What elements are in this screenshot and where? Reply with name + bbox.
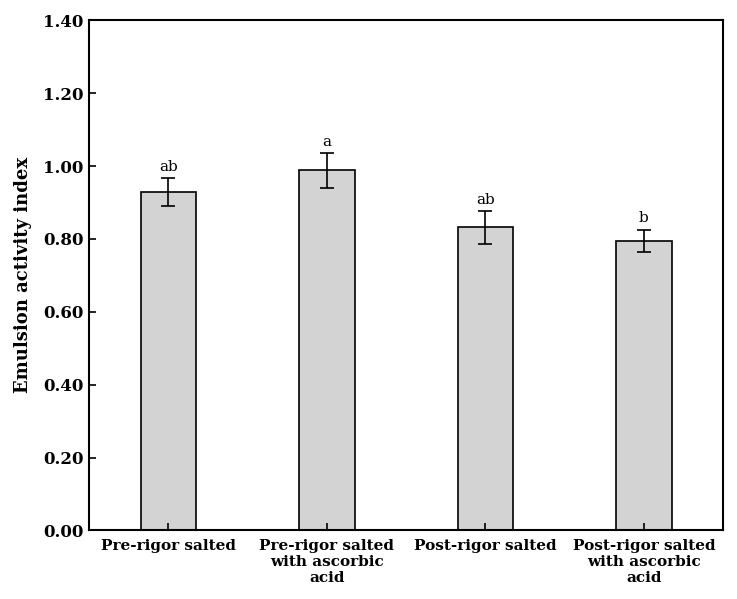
Text: ab: ab <box>159 160 178 174</box>
Bar <box>141 192 196 530</box>
Text: ab: ab <box>476 192 495 207</box>
Text: b: b <box>639 211 649 225</box>
Y-axis label: Emulsion activity index: Emulsion activity index <box>14 158 32 394</box>
Bar <box>616 241 671 530</box>
Bar <box>458 227 513 530</box>
Text: a: a <box>322 135 332 149</box>
Bar <box>299 171 354 530</box>
